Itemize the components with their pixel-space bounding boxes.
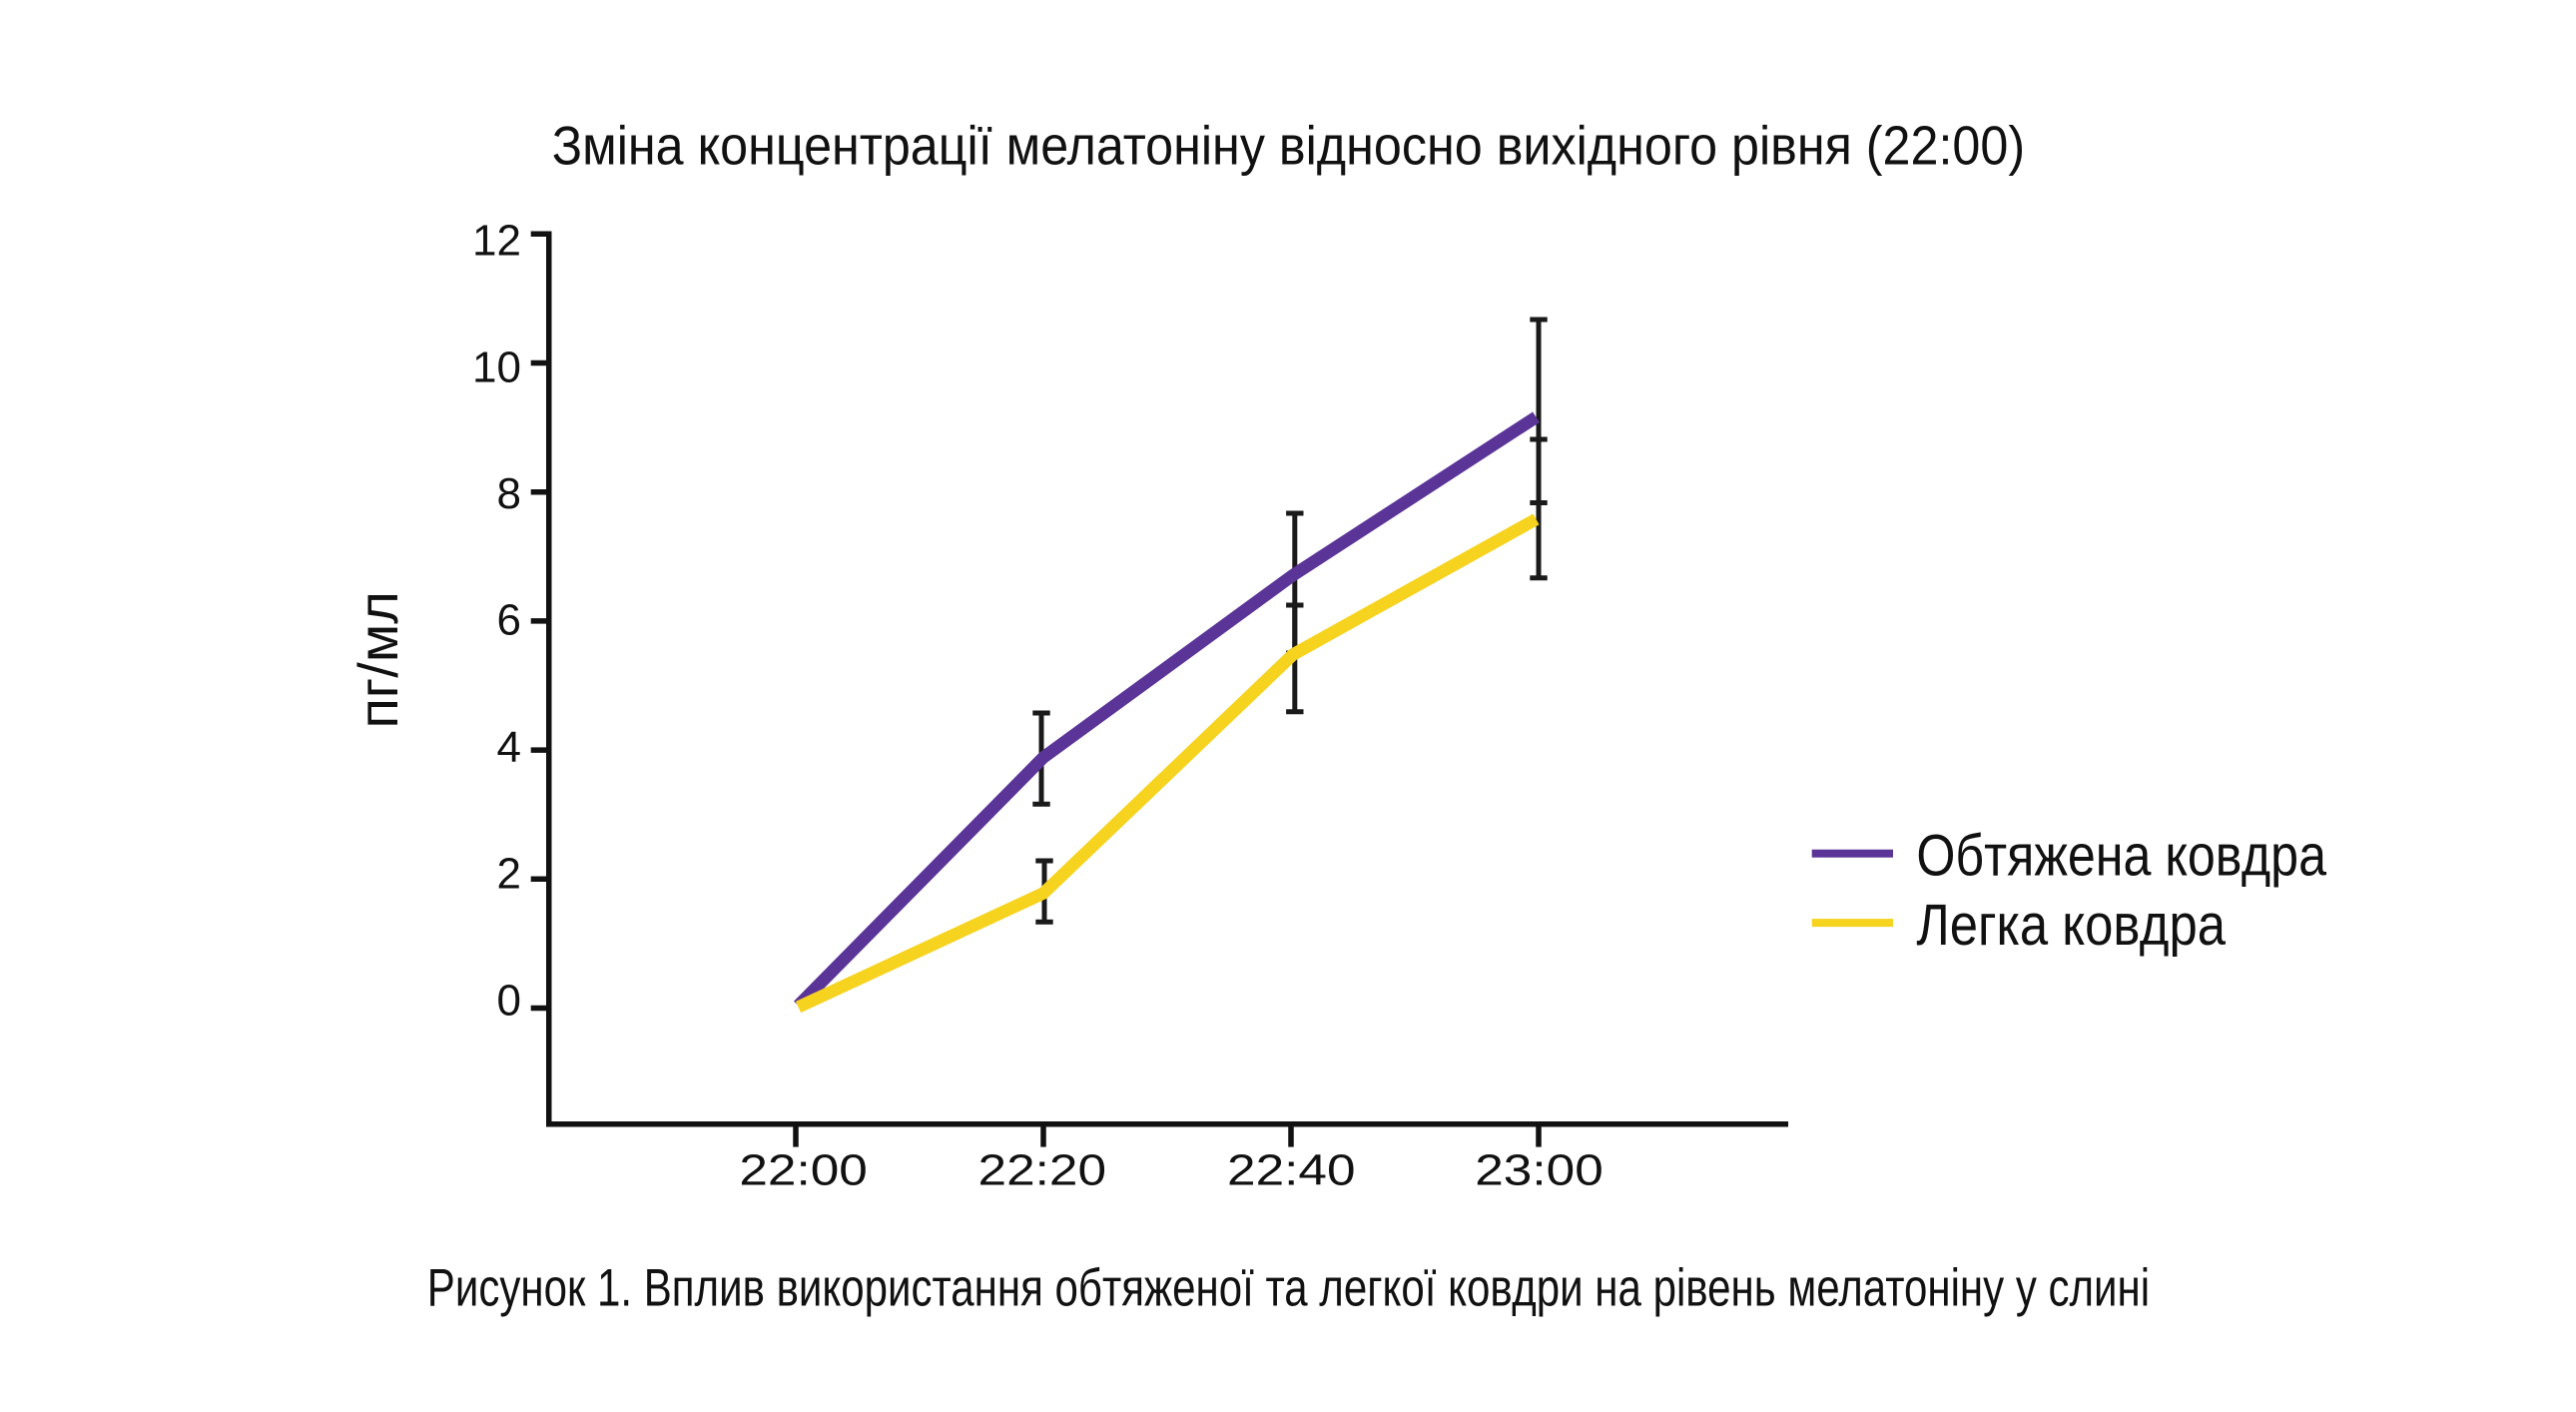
svg-text:22:20: 22:20 (978, 1146, 1107, 1195)
svg-text:8: 8 (497, 469, 521, 518)
svg-text:Легка ковдра: Легка ковдра (1916, 893, 2226, 958)
svg-text:22:00: 22:00 (739, 1146, 868, 1195)
svg-text:Обтяжена ковдра: Обтяжена ковдра (1916, 824, 2326, 889)
svg-text:10: 10 (472, 343, 521, 391)
svg-text:Рисунок 1. Вплив використання: Рисунок 1. Вплив використання обтяженої … (427, 1259, 2150, 1318)
svg-text:4: 4 (497, 723, 521, 772)
svg-text:2: 2 (497, 850, 521, 899)
svg-text:пг/мл: пг/мл (346, 591, 409, 728)
svg-text:22:40: 22:40 (1227, 1146, 1356, 1195)
svg-text:6: 6 (497, 595, 521, 644)
svg-text:12: 12 (472, 217, 521, 266)
svg-text:23:00: 23:00 (1475, 1146, 1604, 1195)
svg-text:Зміна концентрації мелатоніну: Зміна концентрації мелатоніну відносно в… (552, 114, 2025, 176)
svg-text:0: 0 (497, 976, 521, 1025)
